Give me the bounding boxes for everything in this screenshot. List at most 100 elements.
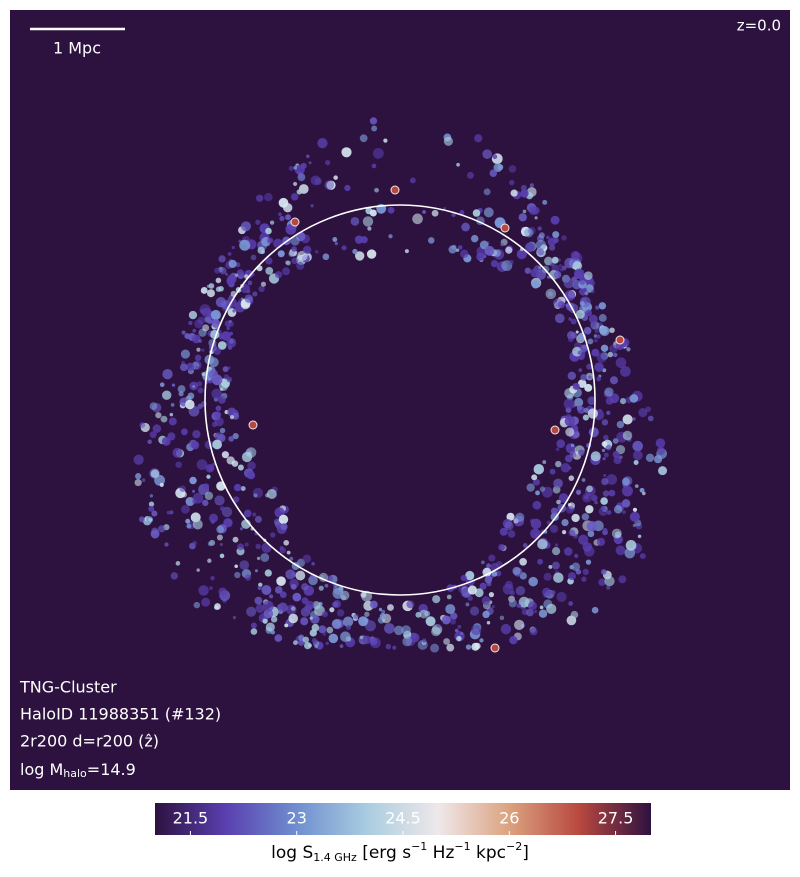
emission: [550, 215, 560, 225]
emission: [158, 525, 166, 533]
emission: [362, 216, 374, 227]
emission: [333, 584, 344, 595]
emission: [226, 376, 233, 383]
emission: [655, 438, 666, 448]
emission: [593, 334, 598, 338]
emission: [314, 644, 319, 649]
emission: [217, 341, 227, 350]
emission: [255, 543, 261, 550]
emission: [322, 253, 330, 261]
emission: [162, 390, 172, 400]
emission: [284, 623, 289, 628]
emission: [201, 372, 206, 377]
emission: [491, 605, 495, 609]
emission: [309, 616, 313, 620]
emission: [537, 248, 545, 256]
emission: [378, 607, 383, 612]
emission: [542, 587, 551, 597]
emission: [404, 249, 409, 254]
emission: [198, 585, 209, 596]
emission: [254, 515, 262, 523]
emission: [553, 271, 562, 279]
emission: [369, 117, 378, 125]
colorbar-tick-label: 24.5: [385, 809, 421, 828]
emission: [446, 643, 455, 652]
emission: [586, 363, 593, 370]
emission: [446, 594, 452, 600]
emission: [611, 528, 622, 539]
emission: [479, 582, 487, 590]
label-sup: −2: [506, 840, 522, 853]
emission: [580, 373, 588, 381]
emission: [594, 500, 598, 505]
emission: [612, 438, 619, 444]
emission: [601, 477, 609, 486]
emission: [559, 267, 564, 272]
emission: [601, 419, 609, 426]
emission: [352, 248, 358, 255]
emission: [514, 619, 525, 631]
emission: [258, 582, 263, 588]
emission: [290, 193, 299, 201]
emission: [567, 371, 577, 381]
label-part: Hz: [427, 843, 454, 863]
emission: [175, 461, 182, 468]
emission: [253, 493, 258, 498]
emission: [607, 351, 614, 358]
emission: [526, 608, 534, 617]
emission: [261, 542, 272, 553]
emission: [622, 342, 626, 347]
emission: [622, 510, 626, 514]
emission: [265, 257, 273, 265]
emission: [206, 289, 215, 298]
emission: [613, 505, 623, 514]
emission: [205, 463, 215, 473]
emission: [568, 601, 574, 607]
emission: [392, 645, 397, 650]
emission: [598, 314, 607, 322]
emission: [481, 560, 485, 565]
emission: [551, 547, 561, 556]
emission: [169, 510, 174, 515]
emission: [278, 604, 286, 612]
emission: [510, 189, 518, 197]
emission: [274, 634, 283, 642]
emission: [148, 501, 155, 507]
emission: [454, 628, 459, 633]
emission: [570, 610, 579, 619]
emission: [371, 163, 377, 169]
emission: [215, 286, 222, 292]
emission: [263, 608, 274, 619]
emission: [601, 569, 607, 575]
emission: [358, 616, 369, 627]
emission: [270, 630, 276, 635]
emission: [265, 227, 272, 235]
emission: [274, 271, 283, 279]
emission: [164, 542, 169, 547]
emission: [401, 625, 411, 635]
emission: [252, 291, 258, 297]
emission: [594, 328, 599, 334]
emission: [256, 556, 261, 561]
emission: [257, 246, 265, 255]
emission: [175, 561, 181, 566]
emission: [202, 324, 210, 332]
emission: [185, 518, 191, 524]
emission: [504, 521, 514, 531]
r200-circle: [204, 204, 596, 596]
hotspot: [490, 643, 500, 653]
emission: [295, 570, 306, 581]
emission: [233, 496, 240, 503]
emission: [250, 622, 257, 629]
emission: [615, 545, 626, 556]
emission: [546, 235, 550, 240]
emission: [450, 618, 456, 625]
emission: [524, 228, 534, 238]
emission: [228, 259, 237, 268]
emission: [601, 441, 608, 447]
emission: [554, 543, 559, 547]
emission: [549, 468, 556, 475]
emission: [516, 249, 527, 260]
emission: [430, 643, 440, 653]
emission: [309, 629, 317, 637]
